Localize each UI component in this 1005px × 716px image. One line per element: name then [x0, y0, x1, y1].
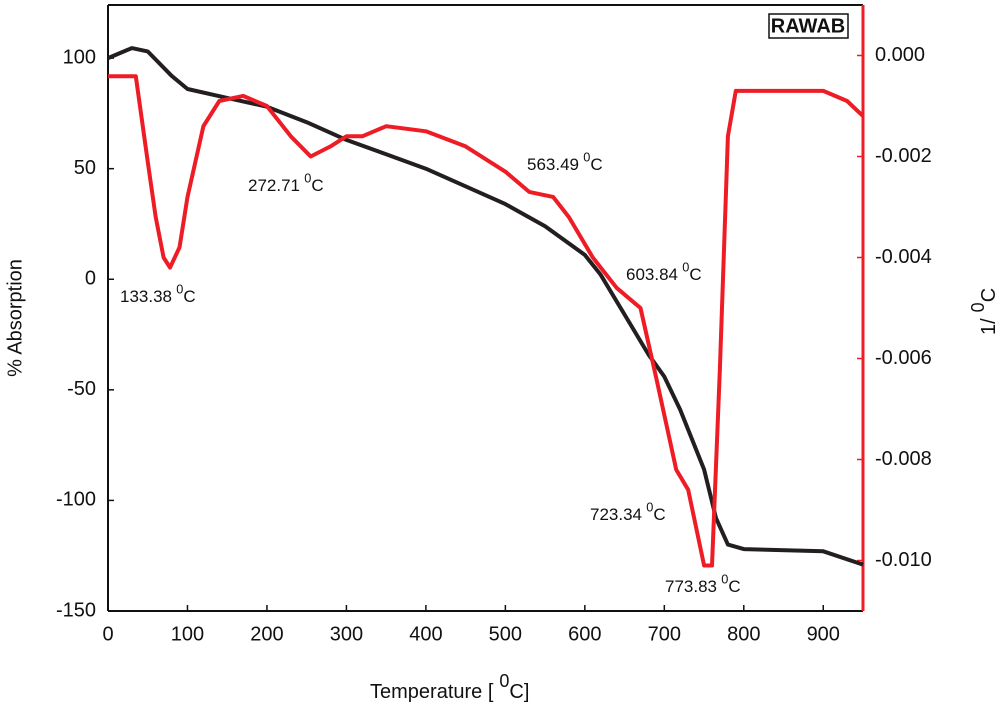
y2-tick-label: -0.006: [875, 347, 932, 369]
x-axis-label-main: Temperature [: [370, 681, 494, 703]
x-tick-label: 500: [489, 623, 522, 645]
annotation-main: 272.71: [248, 176, 300, 195]
x-axis-label: Temperature [0C]: [370, 671, 529, 703]
x-tick-label: 900: [807, 623, 840, 645]
y-tick-label: -150: [56, 599, 96, 621]
y2-axis-label-unit: C: [978, 288, 1000, 302]
annotation-sup: 0: [304, 171, 311, 186]
annotation-sup: 0: [583, 150, 590, 165]
annotation-sup: 0: [682, 260, 689, 275]
annotation: 603.84 0C: [626, 260, 702, 285]
annotation-unit: C: [590, 155, 602, 174]
y2-tick-label: 0.000: [875, 44, 925, 66]
annotation-main: 723.34: [590, 505, 642, 524]
annotation-unit: C: [311, 176, 323, 195]
y2-tick-label: -0.010: [875, 549, 932, 571]
x-tick-label: 100: [171, 623, 204, 645]
data-line: [108, 74, 865, 568]
annotation: 272.71 0C: [248, 171, 324, 196]
annotation-unit: C: [653, 505, 665, 524]
annotation: 563.49 0C: [527, 150, 603, 175]
x-tick-label: 200: [250, 623, 283, 645]
x-axis-label-unit: C]: [509, 681, 529, 703]
annotation-sup: 0: [721, 572, 728, 587]
annotation: 773.83 0C: [665, 572, 741, 597]
y2-tick-label: -0.002: [875, 145, 932, 167]
annotation-main: 133.38: [120, 287, 172, 306]
annotation: 133.38 0C: [120, 282, 196, 307]
legend-box: [768, 13, 849, 39]
y-tick-label: -100: [56, 489, 96, 511]
y2-tick-label: -0.008: [875, 448, 932, 470]
y2-axis-label-main: 1/: [978, 318, 1000, 335]
annotation-unit: C: [689, 265, 701, 284]
annotation-unit: C: [183, 287, 195, 306]
annotation-sup: 0: [646, 500, 653, 515]
y-axis-label: % Absorption: [4, 259, 26, 377]
y-tick-label: 100: [63, 46, 96, 68]
x-tick-label: 600: [568, 623, 601, 645]
annotation-main: 773.83: [665, 577, 717, 596]
y2-axis-label-sup: 0: [968, 302, 988, 312]
y-tick-label: 50: [74, 157, 96, 179]
y2-tick-label: -0.004: [875, 246, 932, 268]
x-tick-label: 700: [648, 623, 681, 645]
x-tick-label: 0: [102, 623, 113, 645]
legend-label: RAWAB: [771, 15, 845, 37]
y-tick-label: -50: [67, 378, 96, 400]
annotation: 723.34 0C: [590, 500, 666, 525]
data-line: [107, 46, 864, 567]
y2-axis-label: 1/0C: [968, 288, 1000, 335]
annotation-unit: C: [728, 577, 740, 596]
x-tick-label: 300: [330, 623, 363, 645]
annotation-main: 563.49: [527, 155, 579, 174]
x-axis-label-sup: 0: [499, 671, 509, 691]
x-tick-label: 400: [409, 623, 442, 645]
x-tick-label: 800: [727, 623, 760, 645]
y-tick-label: 0: [85, 268, 96, 290]
annotation-sup: 0: [176, 282, 183, 297]
annotation-main: 603.84: [626, 265, 678, 284]
